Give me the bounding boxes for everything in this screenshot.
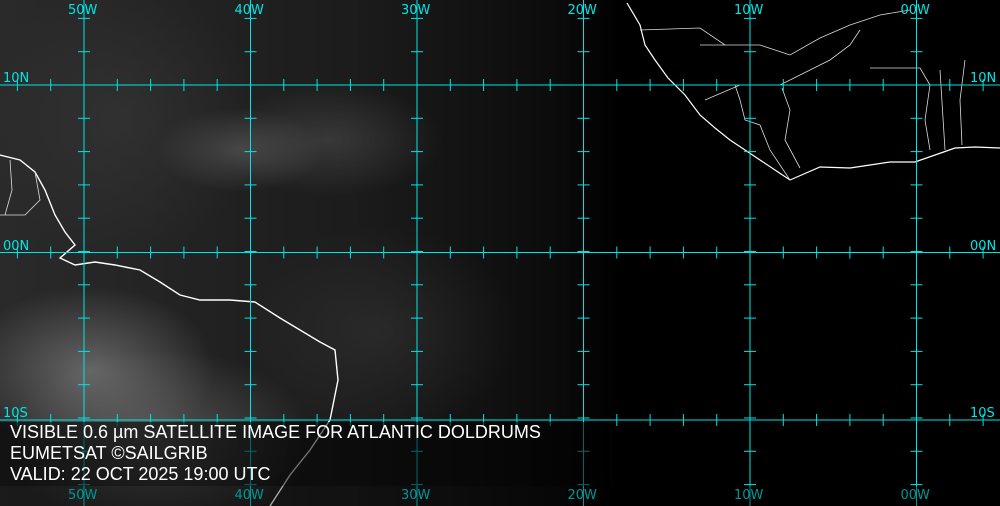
latitude-label-right: 10N: [970, 71, 997, 86]
longitude-label-bottom: 20W: [567, 488, 597, 503]
south-america-coastline: [0, 154, 339, 506]
latitude-label-right: 00N: [970, 238, 997, 254]
latitude-label-left: 00N: [3, 238, 30, 254]
bottom-band: [0, 486, 1000, 506]
longitude-label-bottom: 40W: [234, 488, 264, 503]
longitude-label-bottom: 00W: [900, 488, 930, 503]
image-caption: VISIBLE 0.6 µm SATELLITE IMAGE FOR ATLAN…: [0, 422, 610, 486]
latitude-label-right: 10S: [970, 406, 995, 421]
longitude-label-bottom: 30W: [401, 488, 431, 503]
longitude-label-top: 30W: [401, 3, 431, 18]
longitude-label-bottom: 50W: [68, 488, 98, 503]
africa-coastline: [626, 2, 1000, 181]
longitude-label-top: 40W: [234, 3, 264, 18]
longitude-label-top: 20W: [567, 3, 597, 18]
longitude-label-top: 10W: [734, 3, 764, 18]
south-america-borders: [0, 159, 41, 216]
longitude-label-bottom: 10W: [734, 488, 764, 503]
latitude-label-left: 10S: [3, 406, 28, 421]
caption-valid-time: VALID: 22 OCT 2025 19:00 UTC: [10, 464, 271, 484]
caption-title: VISIBLE 0.6 µm SATELLITE IMAGE FOR ATLAN…: [10, 422, 541, 442]
latitude-label-left: 10N: [3, 71, 30, 86]
caption-source: EUMETSAT ©SAILGRIB: [10, 443, 208, 463]
longitude-label-top: 50W: [68, 3, 98, 18]
longitude-label-top: 00W: [900, 3, 930, 18]
